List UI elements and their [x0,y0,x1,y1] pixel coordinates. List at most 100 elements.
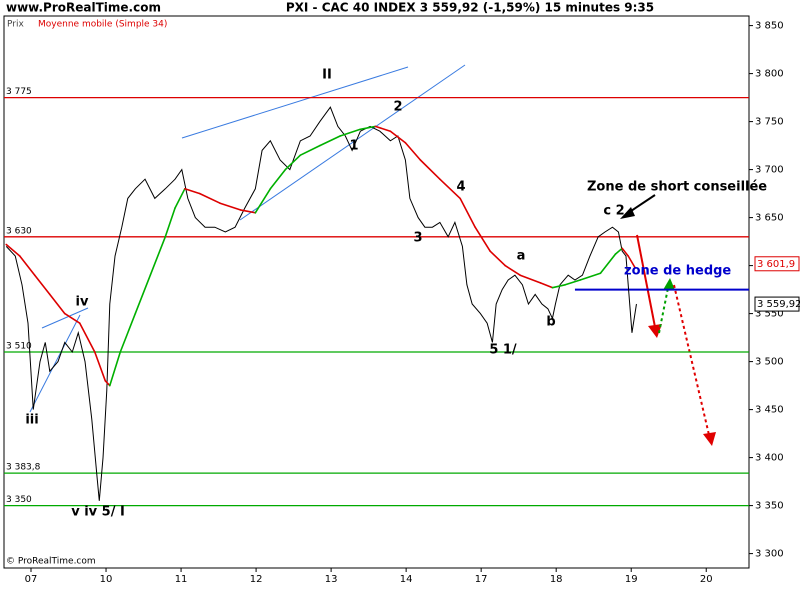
ma-segment [404,141,422,161]
footer: © ProRealTime.com [6,557,96,567]
arrowhead [620,207,635,219]
y-tick-label: 3 750 [755,117,784,128]
ma-segment [269,168,287,190]
ma-segment [519,274,542,284]
level-label: 3 775 [6,87,32,97]
ma-segment [284,154,302,171]
ma-segment [93,351,107,382]
trendlines [29,64,466,413]
annotations: II 2 1 4 3 a b c 2 5 1/ iv iii v iv 5/ I… [25,68,767,520]
chart-title: PXI - CAC 40 INDEX 3 559,92 (-1,59%) 15 … [286,1,654,15]
y-tick-label: 3 400 [755,453,784,464]
ma-segment [564,279,581,286]
ma-segment [374,125,392,132]
arrows [620,194,716,446]
ma-segment [389,130,407,144]
x-tick-label: 14 [400,574,413,585]
ma-segment [48,293,66,315]
annotation: 4 [456,180,465,195]
ma-segment [78,322,96,353]
y-tick-label: 3 450 [755,405,784,416]
ma-segment [5,243,21,257]
ma-segment [239,209,257,214]
ma-segment [149,236,167,277]
x-tick-label: 11 [175,574,188,585]
ma-segment [579,272,602,281]
x-tick-label: 07 [25,574,38,585]
ma-segment [18,255,36,277]
annotation: 3 [413,231,422,246]
legend-ma: Moyenne mobile (Simple 34) [38,20,167,30]
annotation: iv [76,295,89,310]
annotation: II [322,68,332,83]
annotation: a [517,249,526,264]
price-tag [754,296,800,312]
ma-segment [551,283,566,289]
price-tag-label: 3 559,92 [757,299,800,310]
ma-segment [319,135,341,147]
price-tag [754,256,800,272]
annotation: iii [25,413,38,428]
trendline [181,66,409,139]
arrowhead [648,324,662,338]
annotation: zone de hedge [624,264,731,279]
y-tick-label: 3 300 [755,549,784,560]
ma-segment [184,188,201,195]
ma-segment [119,312,137,353]
ma-segment [419,159,441,180]
x-tick-label: 12 [250,574,263,585]
annotation: c 2 [603,204,624,219]
arrow [673,284,710,436]
ma-segment [359,125,377,131]
annotation: 5 1/ [489,343,517,358]
y-tick-label: 3 800 [755,69,784,80]
annotation: v iv 5/ I [71,505,125,520]
level-label: 3 383,8 [6,463,41,473]
ma-segment [614,247,624,255]
level-label: 3 350 [6,495,32,505]
ma-segment [439,178,461,200]
legend-price: Prix [7,20,24,30]
ma-segment [33,274,51,296]
ma-segment [254,188,272,214]
ma-segment [621,247,630,257]
ma-segment [134,274,152,315]
price-tag-label: 3 601,9 [757,259,795,270]
x-tick-label: 19 [625,574,638,585]
y-tick-label: 3 850 [755,21,784,32]
price-line [5,106,637,501]
ma-segment [219,202,242,211]
ma-segment [299,144,321,156]
annotation: Zone de short conseillée [587,180,767,195]
level-label: 3 630 [6,226,32,236]
y-tick-label: 3 550 [755,309,784,320]
ma-segment [339,128,362,137]
x-tick-label: 10 [100,574,113,585]
ma-segment [627,255,636,269]
ma-segment [104,379,111,387]
ma-segment [599,253,617,275]
ma-segment [164,207,176,238]
y-tick-label: 3 350 [755,501,784,512]
arrowhead [663,278,675,290]
trendline [29,314,81,413]
ma-segment [199,192,221,204]
y-tick-label: 3 700 [755,165,784,176]
ma-segment [539,282,554,289]
annotation: 1 [349,139,358,154]
annotation: b [546,315,555,330]
arrowhead [703,432,716,446]
x-tick-label: 13 [325,574,338,585]
ma-segment [489,250,506,267]
site: www.ProRealTime.com [6,1,161,15]
arrow [627,194,656,214]
ma-segment [108,351,122,387]
plot-area [3,15,750,569]
ma-segment [504,264,521,277]
annotation: 2 [393,100,402,115]
x-tick-label: 18 [550,574,563,585]
y-tick-label: 3 650 [755,213,784,224]
level-label: 3 510 [6,342,32,352]
trendline [41,307,89,329]
